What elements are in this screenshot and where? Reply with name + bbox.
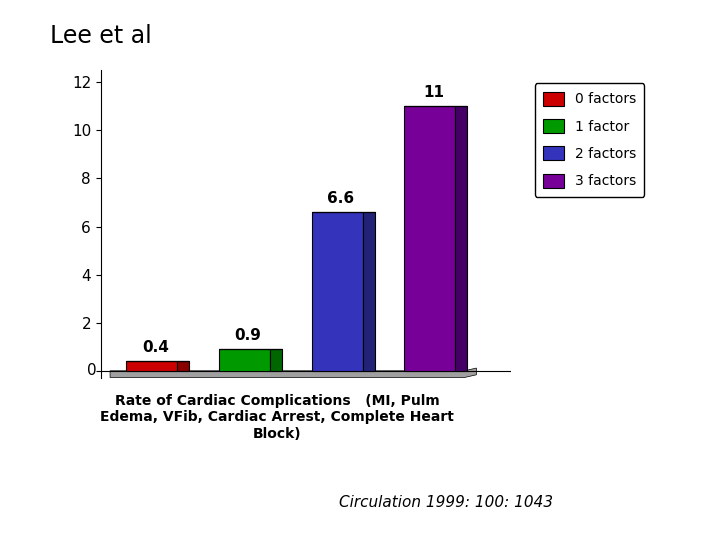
Polygon shape — [455, 106, 467, 371]
Polygon shape — [404, 106, 455, 371]
Text: Rate of Cardiac Complications   (MI, Pulm
Edema, VFib, Cardiac Arrest, Complete : Rate of Cardiac Complications (MI, Pulm … — [100, 394, 454, 441]
Polygon shape — [126, 361, 177, 371]
Polygon shape — [177, 361, 189, 371]
Polygon shape — [362, 212, 374, 371]
Text: 0.4: 0.4 — [142, 340, 169, 355]
Text: 6.6: 6.6 — [327, 191, 354, 206]
Text: Circulation 1999: 100: 1043: Circulation 1999: 100: 1043 — [339, 495, 554, 510]
Polygon shape — [312, 212, 362, 371]
Polygon shape — [270, 349, 282, 371]
Legend: 0 factors, 1 factor, 2 factors, 3 factors: 0 factors, 1 factor, 2 factors, 3 factor… — [534, 83, 644, 197]
Polygon shape — [110, 368, 477, 377]
Text: 11: 11 — [423, 85, 444, 100]
Text: 0.9: 0.9 — [235, 328, 261, 343]
Text: Lee et al: Lee et al — [50, 24, 152, 48]
Polygon shape — [219, 349, 270, 371]
Text: 0: 0 — [86, 363, 96, 379]
